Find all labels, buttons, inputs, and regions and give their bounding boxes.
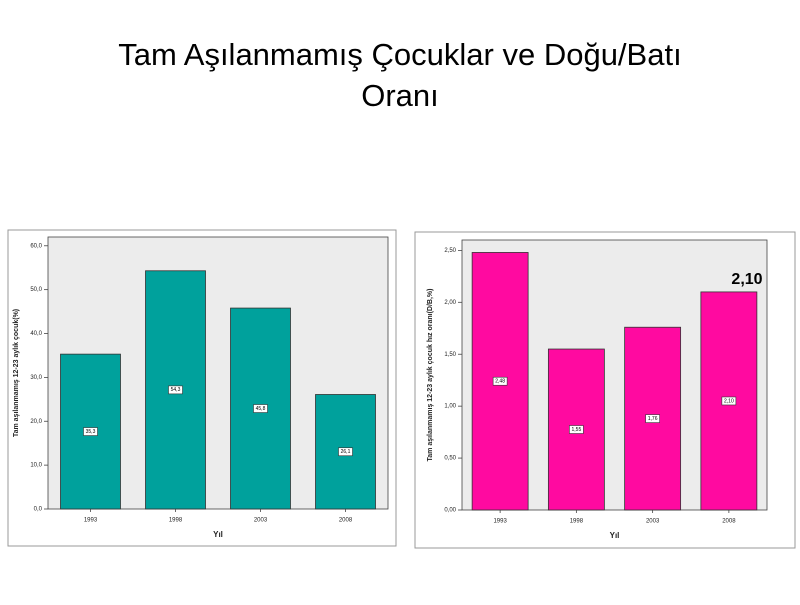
y-tick-label: 1,00 [444,404,456,410]
y-tick-label: 2,00 [444,300,456,306]
x-tick-label: 2003 [254,518,268,524]
x-axis-label: Yıl [213,530,223,539]
value-label-box [253,404,268,413]
y-tick-label: 0,0 [34,507,43,513]
y-tick-label: 2,50 [444,248,456,254]
value-label-box [721,396,737,406]
x-axis-label: Yıl [610,531,620,540]
x-tick-label: 1993 [493,519,507,525]
y-tick-label: 20,0 [30,419,42,425]
y-tick-label: 30,0 [30,375,42,381]
x-tick-label: 1998 [570,519,584,525]
y-axis-label: Tam aşılanmamış 12-23 aylık çocuk(%) [13,309,20,437]
y-tick-label: 40,0 [30,331,42,337]
value-label: 54,3 [171,387,181,393]
y-axis-label: Tam aşılanmamış 12-23 aylık çocuk hız or… [427,289,434,462]
value-label: 26,1 [341,449,351,455]
value-label: 1,55 [572,427,582,433]
value-label: 45,8 [256,406,266,412]
y-tick-label: 0,50 [444,456,456,462]
y-tick-label: 60,0 [30,243,42,249]
value-label-box [168,385,183,395]
value-label: 2,48 [495,379,505,385]
value-label: 1,76 [648,416,658,422]
y-tick-label: 0,00 [444,508,456,514]
value-label-box [645,414,660,423]
slide-title-line2: Oranı [361,78,439,113]
chart: 0,00 0,50 1,00 1,50 2,00 2,50 2,48 1993 1,55 1998… [414,231,796,549]
value-label-box [338,447,353,457]
value-label: 35,3 [86,429,96,435]
annotation: 2,10 [731,271,762,288]
x-tick-label: 1993 [84,518,98,524]
y-tick-label: 1,50 [444,352,456,358]
slide-title: Tam Aşılanmamış Çocuklar ve Doğu/Batı [118,37,681,72]
x-tick-label: 1998 [169,518,183,524]
chart: 0,0 10,0 20,0 30,0 40,0 50,0 60,0 35,3 1993 54,3 1… [7,229,397,547]
value-label: 2,10 [724,398,734,404]
value-label-box [569,425,584,434]
x-tick-label: 2008 [339,518,353,524]
value-label-box [492,376,508,386]
x-tick-label: 2003 [646,519,660,525]
x-tick-label: 2008 [722,519,736,525]
y-tick-label: 10,0 [30,463,42,469]
y-tick-label: 50,0 [30,287,42,293]
value-label-box [83,427,98,436]
